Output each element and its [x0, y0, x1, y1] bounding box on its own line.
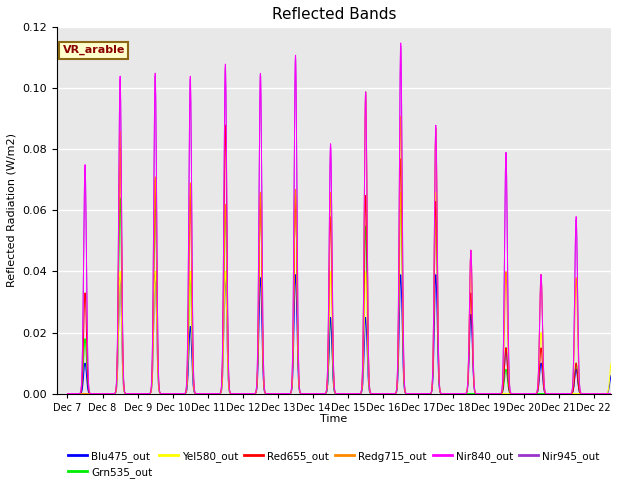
Title: Reflected Bands: Reflected Bands: [272, 7, 396, 22]
Legend: Blu475_out, Grn535_out, Yel580_out, Red655_out, Redg715_out, Nir840_out, Nir945_: Blu475_out, Grn535_out, Yel580_out, Red6…: [64, 446, 604, 480]
Y-axis label: Reflected Radiation (W/m2): Reflected Radiation (W/m2): [7, 133, 17, 288]
X-axis label: Time: Time: [321, 414, 348, 424]
Text: VR_arable: VR_arable: [63, 45, 125, 55]
